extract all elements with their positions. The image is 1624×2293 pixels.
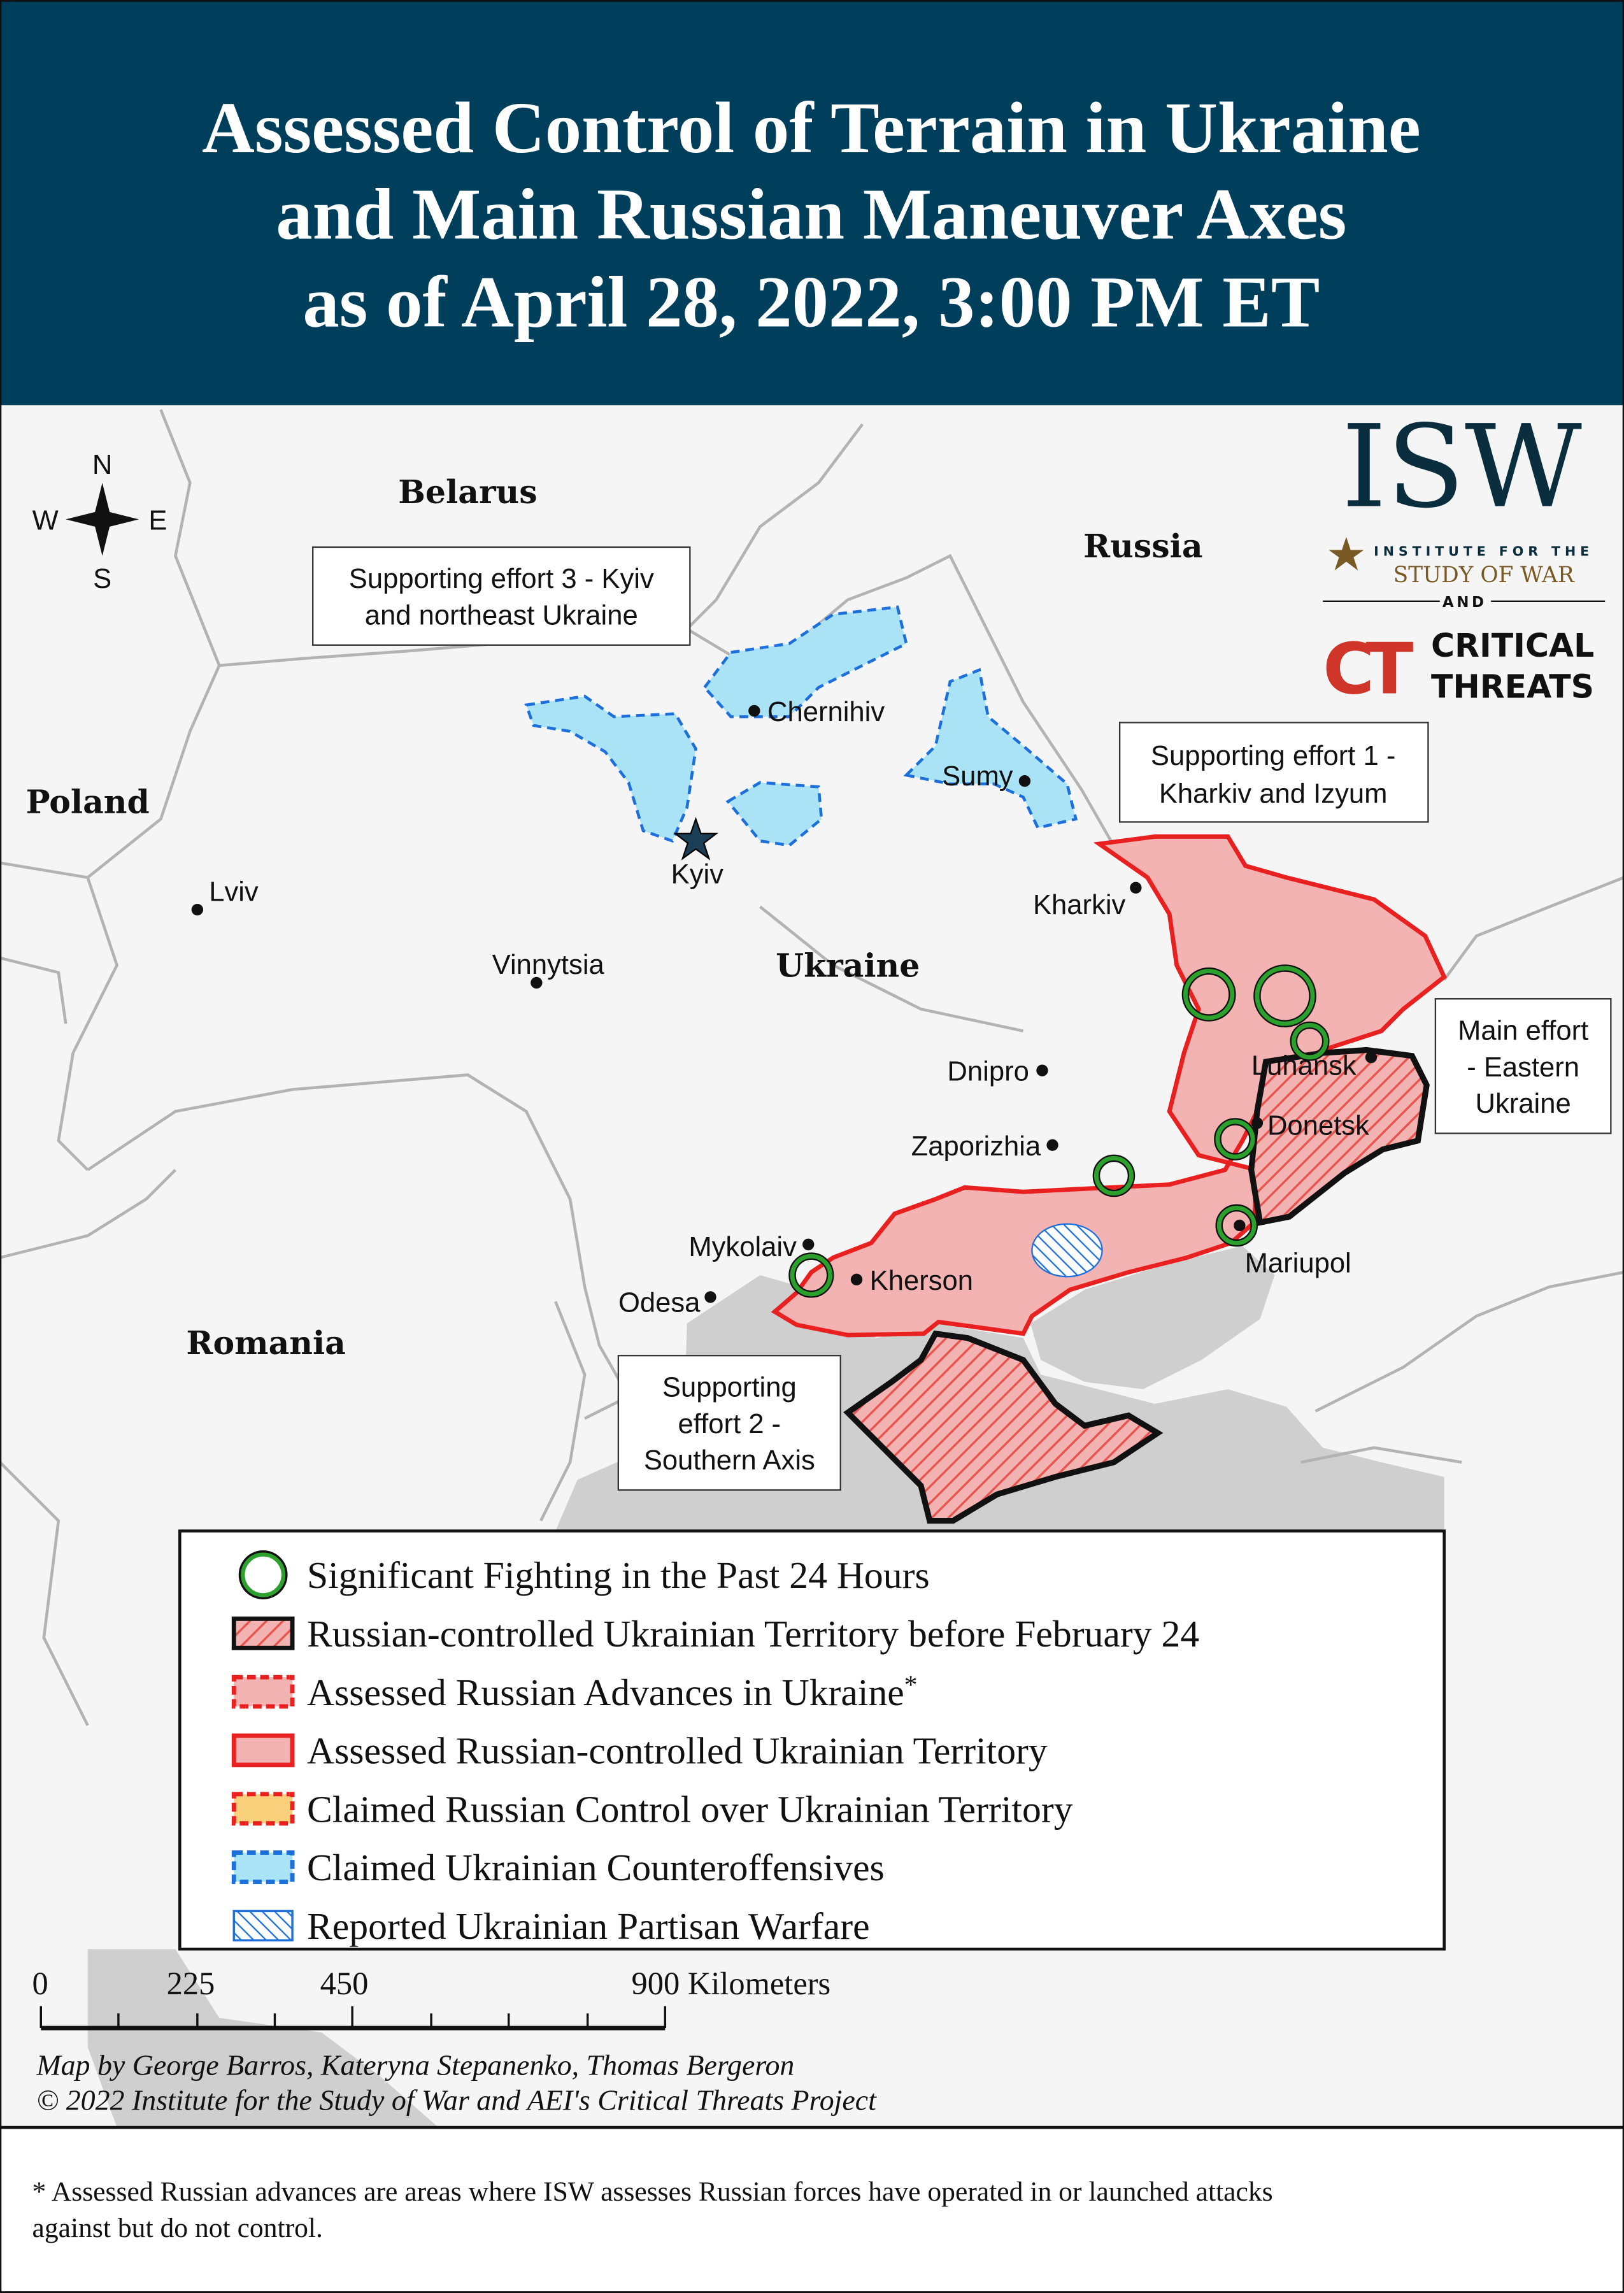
compass-rose-icon: N S W E (32, 450, 167, 594)
credit-copyright: © 2022 Institute for the Study of War an… (36, 2084, 877, 2117)
svg-text:450: 450 (320, 1966, 369, 2001)
caspian-area (87, 1949, 439, 2128)
svg-text:effort 2 -: effort 2 - (678, 1409, 781, 1439)
svg-text:S: S (93, 564, 111, 594)
svg-text:CRITICAL: CRITICAL (1431, 627, 1594, 664)
footnote-line-2: against but do not control. (32, 2213, 322, 2243)
callout-supporting-effort-2: Supporting effort 2 - Southern Axis (617, 1355, 841, 1491)
city-label-mariupol: Mariupol (1245, 1248, 1351, 1278)
credit-authors: Map by George Barros, Kateryna Stepanenk… (36, 2048, 794, 2081)
legend-icon-partisan (232, 1910, 294, 1942)
svg-text:Supporting effort 3 - Kyiv: Supporting effort 3 - Kyiv (349, 564, 654, 594)
city-label-chernihiv: Chernihiv (767, 697, 885, 727)
country-label-romania: Romania (187, 1324, 346, 1362)
city-label-dnipro: Dnipro (947, 1057, 1029, 1087)
svg-text:Main effort: Main effort (1458, 1015, 1588, 1046)
svg-text:Supporting: Supporting (662, 1372, 797, 1403)
legend-icon-fighting (240, 1552, 286, 1598)
country-label-russia: Russia (1083, 527, 1202, 565)
city-label-odesa: Odesa (618, 1287, 701, 1318)
svg-text:0: 0 (32, 1966, 48, 2001)
legend: Significant Fighting in the Past 24 Hour… (178, 1529, 1446, 1951)
svg-text:- Eastern: - Eastern (1467, 1052, 1579, 1083)
svg-text:ISW: ISW (1342, 401, 1582, 534)
city-label-luhansk: Luhansk (1251, 1051, 1357, 1082)
header-banner (0, 0, 1624, 406)
legend-icon-russian-control (231, 1733, 295, 1768)
svg-text:Ukraine: Ukraine (1476, 1089, 1571, 1119)
svg-text:STUDY OF WAR: STUDY OF WAR (1393, 562, 1575, 588)
donbas-pre-feb24 (1248, 1046, 1430, 1226)
legend-label-pre-feb24: Russian-controlled Ukrainian Territory b… (307, 1613, 1199, 1655)
svg-text:Supporting effort 1 -: Supporting effort 1 - (1151, 741, 1396, 771)
legend-label-fighting: Significant Fighting in the Past 24 Hour… (307, 1554, 930, 1596)
city-label-sumy: Sumy (942, 761, 1013, 792)
legend-label-advances: Assessed Russian Advances in Ukraine* (307, 1669, 917, 1713)
footnote-line-1: * Assessed Russian advances are areas wh… (32, 2176, 1272, 2207)
svg-text:W: W (32, 505, 59, 536)
svg-text:900 Kilometers: 900 Kilometers (632, 1966, 831, 2001)
russian-controlled-territory (771, 834, 1447, 1338)
isw-logo: ISW INSTITUTE FOR THE STUDY OF WAR AND (1323, 401, 1606, 611)
callout-supporting-effort-1: Supporting effort 1 - Kharkiv and Izyum (1118, 722, 1429, 823)
svg-text:THREATS: THREATS (1431, 668, 1594, 705)
crimea-pre-feb24 (843, 1330, 1164, 1524)
city-label-lviv: Lviv (209, 876, 259, 907)
svg-text:INSTITUTE FOR THE: INSTITUTE FOR THE (1374, 544, 1593, 559)
callout-supporting-effort-3: Supporting effort 3 - Kyiv and northeast… (312, 546, 691, 646)
legend-icon-claimed-russian (231, 1792, 295, 1826)
scale-bar: 0 225 450 900 Kilometers (32, 1966, 831, 2031)
partisan-warfare-area (1031, 1223, 1103, 1278)
map[interactable]: Belarus Russia Poland Ukraine Romania Ch… (0, 401, 1624, 2128)
title-line-1: Assessed Control of Terrain in Ukraine (202, 87, 1421, 168)
svg-text:N: N (92, 450, 112, 480)
legend-icon-pre-feb24 (231, 1616, 295, 1650)
critical-threats-logo: CT CRITICAL THREATS (1323, 627, 1594, 710)
svg-text:E: E (148, 505, 167, 536)
legend-icon-counteroffensives (231, 1850, 295, 1884)
city-label-kherson: Kherson (870, 1266, 973, 1296)
legend-label-russian-control: Assessed Russian-controlled Ukrainian Te… (307, 1730, 1048, 1772)
city-label-zaporizhia: Zaporizhia (911, 1131, 1041, 1162)
svg-text:225: 225 (167, 1966, 215, 2001)
country-label-poland: Poland (26, 783, 150, 821)
kyiv-capital-star-icon (673, 817, 719, 861)
country-label-belarus: Belarus (398, 473, 537, 511)
title-line-2: and Main Russian Maneuver Axes (276, 174, 1346, 255)
legend-label-partisan: Reported Ukrainian Partisan Warfare (307, 1905, 870, 1947)
title-line-3: as of April 28, 2022, 3:00 PM ET (303, 261, 1320, 342)
country-label-ukraine: Ukraine (776, 947, 920, 985)
callout-main-effort: Main effort - Eastern Ukraine (1434, 998, 1612, 1134)
city-dots (191, 704, 1378, 1303)
star-icon (1328, 536, 1364, 571)
svg-text:Kharkiv and Izyum: Kharkiv and Izyum (1159, 779, 1388, 810)
sea-of-azov (1030, 1246, 1275, 1390)
legend-label-counteroffensives: Claimed Ukrainian Counteroffensives (307, 1847, 885, 1889)
city-label-kyiv: Kyiv (671, 859, 724, 890)
svg-text:CT: CT (1323, 628, 1413, 710)
ukrainian-counteroffensives (524, 605, 1078, 847)
city-label-vinnytsia: Vinnytsia (492, 950, 605, 980)
svg-text:and northeast Ukraine: and northeast Ukraine (365, 601, 638, 631)
city-label-kharkiv: Kharkiv (1033, 890, 1126, 920)
city-label-donetsk: Donetsk (1267, 1111, 1369, 1141)
legend-icon-advances (231, 1675, 295, 1709)
legend-label-claimed-russian: Claimed Russian Control over Ukrainian T… (307, 1788, 1073, 1830)
svg-text:Southern Axis: Southern Axis (644, 1445, 815, 1476)
svg-text:AND: AND (1442, 594, 1487, 611)
city-label-mykolaiv: Mykolaiv (688, 1232, 797, 1262)
